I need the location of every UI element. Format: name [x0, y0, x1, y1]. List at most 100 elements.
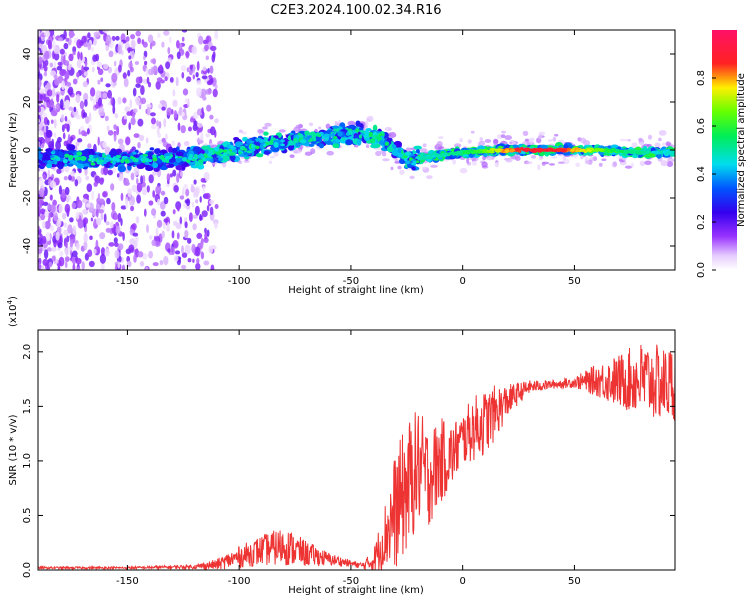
spectrogram-noise-blob [63, 60, 70, 66]
spectrogram-noise-blob [136, 182, 143, 193]
spectrogram-noise-blob [163, 30, 170, 36]
spectrogram-noise-blob [110, 96, 114, 106]
spectrogram-noise-blob [49, 180, 57, 189]
spectrogram-noise-blob [102, 30, 109, 33]
spectrogram-noise-blob [203, 260, 210, 266]
spectrogram-core-blob [664, 152, 670, 155]
spectrogram-bright-blob [242, 148, 248, 151]
spectrogram-noise-blob [107, 130, 114, 136]
spectrogram-bright-blob [80, 155, 87, 162]
spectrogram-noise-blob [126, 111, 132, 116]
spectrogram-ridge-blob [108, 150, 118, 158]
spectrogram-bright-blob [397, 152, 403, 158]
colorbar-tick-label: 0.2 [696, 214, 707, 230]
spectrogram-haze-blob [554, 133, 559, 137]
spectrogram-bright-blob [112, 160, 116, 165]
spectrogram-haze-blob [375, 150, 382, 157]
spectrogram-core-blob [570, 149, 575, 152]
spectrogram-haze-blob [326, 150, 335, 156]
spectrogram-noise-blob [206, 80, 213, 86]
spectrogram-noise-blob [38, 30, 41, 38]
spectrogram-noise-blob [97, 192, 101, 203]
spectrogram-noise-blob [192, 258, 195, 263]
spectrogram-noise-blob [193, 179, 197, 185]
spectrogram-haze-blob [530, 137, 535, 141]
spectrogram-bright-blob [300, 138, 307, 144]
spectrogram-noise-blob [62, 212, 67, 220]
spectrogram-noise-blob [67, 89, 73, 95]
spectrogram-noise-blob [171, 246, 175, 256]
spectrogram-noise-blob [177, 122, 181, 131]
spectrogram-core-blob [636, 152, 641, 155]
spectrogram-ridge-blob [332, 143, 340, 149]
spectrogram-noise-blob [214, 221, 218, 229]
spectrogram-noise-blob [76, 71, 80, 78]
spectrogram-noise-blob [48, 30, 55, 37]
spectrogram-noise-blob [172, 101, 178, 107]
spectrogram-noise-blob [100, 247, 106, 256]
spectrogram-noise-blob [132, 113, 136, 119]
spectrogram-noise-blob [47, 39, 52, 50]
spectrogram-noise-blob [53, 52, 60, 61]
spectrogram-noise-blob [83, 240, 88, 251]
spectrogram-ridge-blob [117, 165, 127, 173]
spectrogram-bright-blob [90, 162, 95, 166]
spectrogram-noise-blob [176, 232, 180, 240]
spectrogram-noise-blob [156, 219, 163, 228]
spectrogram-noise-blob [90, 217, 94, 222]
spectrogram-haze-blob [289, 154, 295, 158]
spectrogram-ridge-blob [68, 144, 76, 151]
spectrogram-bright-blob [360, 133, 365, 136]
snr-y-tick-label: 2.0 [22, 344, 33, 360]
spectrogram-ridge-blob [149, 147, 155, 151]
spectrogram-noise-blob [59, 99, 64, 109]
spectrogram-noise-blob [195, 262, 201, 270]
spectrogram-noise-blob [133, 166, 140, 176]
spectrogram-noise-blob [150, 124, 157, 130]
spectrogram-noise-blob [89, 95, 94, 101]
spectrogram-noise-blob [89, 235, 93, 240]
spectrogram-noise-blob [128, 122, 131, 131]
spectrogram-noise-blob [191, 45, 198, 55]
spectrogram-haze-blob [486, 157, 494, 161]
spectrogram-noise-blob [196, 258, 200, 265]
spectrogram-bright-blob [88, 158, 94, 161]
spectrogram-bright-blob [378, 139, 384, 145]
spectrogram-ridge-blob [255, 153, 264, 158]
spectrogram-noise-blob [57, 136, 62, 143]
spectrogram-noise-blob [103, 213, 107, 223]
spectrogram-bright-blob [355, 128, 360, 133]
spectrogram-noise-blob [183, 141, 190, 146]
spectrogram-noise-blob [113, 237, 118, 244]
spectrogram-noise-blob [205, 55, 209, 61]
spectrogram-noise-blob [63, 222, 68, 228]
spectrogram-noise-blob [38, 236, 41, 246]
spectrogram-core-blob [494, 148, 500, 152]
spectrogram-noise-blob [145, 67, 149, 77]
spectrogram-noise-blob [155, 185, 162, 195]
spectrogram-noise-blob [152, 170, 157, 176]
spectrogram-bright-blob [312, 137, 317, 142]
spectrogram-haze-blob [409, 175, 415, 180]
spectrogram-haze-blob [325, 123, 331, 130]
spectrogram-core-blob [524, 147, 528, 151]
spectrogram-core-blob [520, 146, 524, 150]
spectrogram-bright-blob [188, 153, 194, 159]
spectrogram-noise-blob [55, 231, 60, 241]
spectrogram-noise-blob [108, 50, 114, 58]
spectrogram-noise-blob [84, 99, 88, 107]
spectrogram-noise-blob [67, 64, 72, 71]
spectrogram-noise-blob [55, 103, 59, 110]
spectrogram-noise-blob [123, 115, 127, 120]
spectrogram-y-tick-label: 40 [22, 48, 33, 61]
spectrogram-haze-blob [426, 175, 433, 180]
spectrogram-noise-blob [133, 254, 137, 263]
spectrogram-noise-blob [70, 170, 75, 177]
spectrogram-noise-blob [77, 51, 80, 60]
spectrogram-bright-blob [218, 157, 224, 162]
spectrogram-bright-blob [372, 135, 376, 140]
spectrogram-marks [38, 30, 675, 270]
spectrogram-noise-blob [64, 247, 71, 256]
spectrogram-noise-blob [93, 218, 97, 226]
spectrogram-haze-blob [538, 157, 543, 161]
